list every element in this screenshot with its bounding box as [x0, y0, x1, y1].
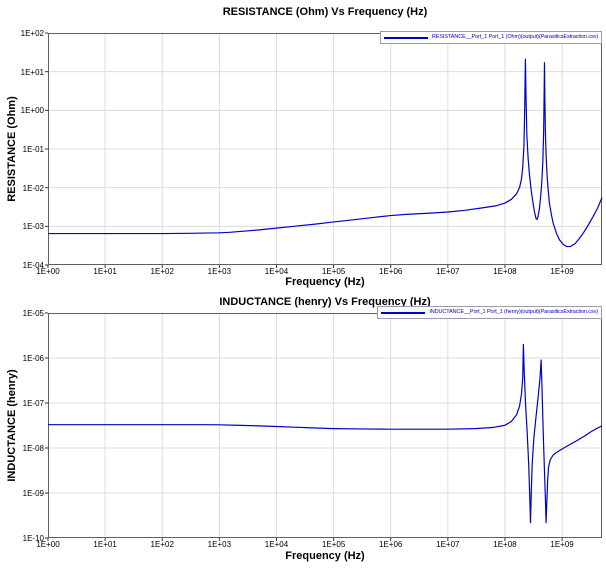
legend-line-sample — [383, 36, 428, 39]
resistance-chart: RESISTANCE (Ohm) Vs Frequency (Hz) RESIS… — [6, 6, 603, 288]
x-tick-label: 1E+00 — [36, 540, 60, 549]
inductance-curve — [48, 343, 603, 524]
y-tick-label: 1E-03 — [22, 222, 44, 232]
resistance-curve — [48, 58, 603, 248]
x-tick-label: 1E+04 — [264, 267, 289, 276]
legend-label: INDUCTANCE__Port_1 Port_1 (henry)(output… — [429, 309, 598, 315]
plot-area[interactable] — [45, 312, 603, 541]
legend-line-sample — [381, 311, 426, 314]
x-tick-label: 1E+05 — [321, 267, 346, 276]
x-axis-title: Frequency (Hz) — [285, 276, 365, 288]
x-tick-label: 1E+08 — [493, 540, 517, 549]
chart-title: RESISTANCE (Ohm) Vs Frequency (Hz) — [222, 6, 428, 18]
y-tick-label: 1E+00 — [20, 106, 44, 116]
y-tick-label: 1E-09 — [22, 489, 44, 498]
inductance-chart: INDUCTANCE (henry) Vs Frequency (Hz) IND… — [0, 288, 606, 576]
y-tick-label: 1E-06 — [22, 354, 44, 363]
y-tick-label: 1E-10 — [22, 534, 44, 543]
x-tick-label: 1E+02 — [150, 267, 174, 276]
x-tick-label: 1E+05 — [321, 540, 346, 549]
x-tick-label: 1E+03 — [207, 267, 232, 276]
x-tick-label: 1E+07 — [436, 540, 460, 549]
x-tick-label: 1E+09 — [550, 540, 574, 549]
y-tick-label: 1E-01 — [22, 145, 44, 154]
legend-label: RESISTANCE__Port_1 Port_1 (Ohm)(output)(… — [431, 34, 598, 40]
plot-svg — [45, 32, 603, 268]
x-tick-label: 1E+02 — [150, 540, 174, 549]
y-tick-label: 1E-07 — [22, 399, 44, 408]
x-tick-label: 1E+01 — [93, 540, 117, 549]
y-tick-label: 1E+02 — [20, 29, 44, 38]
y-tick-label: 1E-04 — [22, 261, 44, 270]
y-tick-label: 1E-02 — [22, 183, 44, 193]
y-tick-label: 1E+01 — [20, 67, 44, 77]
plot-border — [48, 33, 602, 265]
x-axis-title: Frequency (Hz) — [285, 550, 365, 562]
plot-area[interactable] — [45, 32, 603, 268]
y-tick-label: 1E-08 — [22, 444, 44, 453]
x-tick-label: 1E+04 — [264, 540, 289, 549]
y-axis-title: INDUCTANCE (henry) — [6, 369, 18, 482]
x-tick-label: 1E+09 — [550, 267, 574, 276]
x-tick-label: 1E+08 — [493, 267, 517, 276]
x-tick-label: 1E+00 — [36, 267, 60, 276]
x-tick-label: 1E+06 — [379, 540, 403, 549]
plot-svg — [45, 312, 603, 541]
y-tick-label: 1E-05 — [22, 309, 44, 318]
x-tick-label: 1E+06 — [379, 267, 403, 276]
legend[interactable]: INDUCTANCE__Port_1 Port_1 (henry)(output… — [377, 306, 602, 319]
x-tick-label: 1E+07 — [436, 267, 460, 276]
chart-title: INDUCTANCE (henry) Vs Frequency (Hz) — [219, 296, 431, 308]
plot-border — [48, 313, 602, 538]
legend[interactable]: RESISTANCE__Port_1 Port_1 (Ohm)(output)(… — [379, 31, 602, 44]
x-tick-label: 1E+01 — [93, 267, 117, 276]
x-tick-label: 1E+03 — [207, 540, 232, 549]
